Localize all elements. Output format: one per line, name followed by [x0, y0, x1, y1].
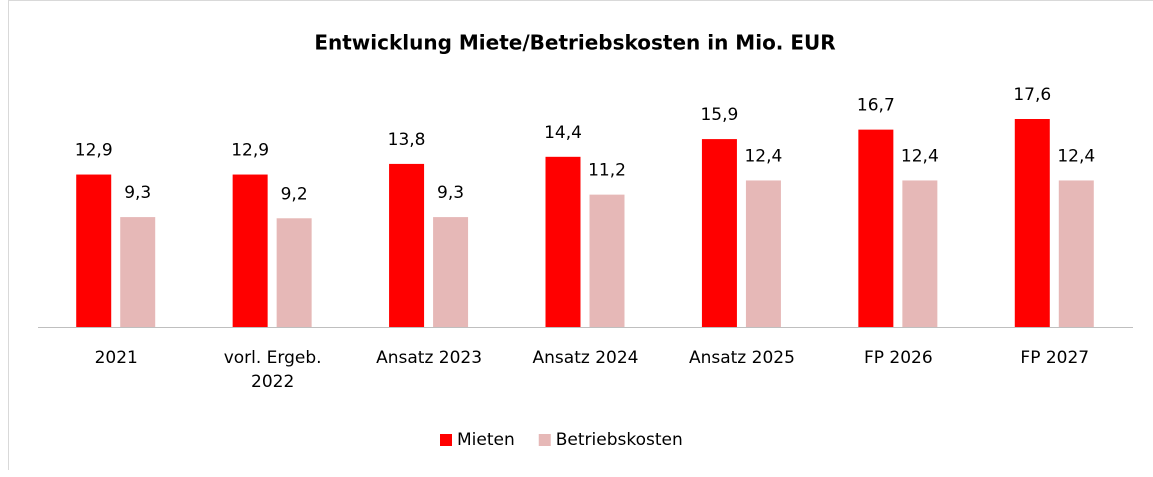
x-tick-label: FP 2027: [1020, 348, 1090, 368]
bar: [433, 217, 469, 327]
bar: [701, 139, 737, 327]
value-label: 15,9: [700, 105, 738, 125]
x-tick-label: vorl. Ergeb. 2022: [223, 348, 322, 392]
bar: [276, 218, 312, 327]
bar: [589, 194, 625, 327]
bar: [745, 180, 781, 327]
bar: [858, 129, 894, 327]
value-label: 12,9: [231, 141, 269, 161]
bar: [120, 217, 156, 327]
value-label: 9,3: [437, 183, 464, 203]
x-tick-label: Ansatz 2024: [532, 348, 639, 368]
value-label: 9,3: [124, 183, 151, 203]
value-label: 12,4: [1057, 146, 1095, 166]
value-label: 16,7: [857, 96, 895, 116]
bar: [232, 174, 268, 327]
x-tick-label: 2021: [94, 348, 138, 368]
legend-label: Betriebskosten: [556, 430, 683, 450]
bar: [1058, 180, 1094, 327]
value-label: 12,9: [75, 141, 113, 161]
value-label: 13,8: [388, 130, 426, 150]
chart-title: Entwicklung Miete/Betriebskosten in Mio.…: [314, 31, 835, 55]
bar: [902, 180, 938, 327]
legend-swatch: [538, 434, 551, 446]
x-tick-label: Ansatz 2023: [376, 348, 483, 368]
value-label: 11,2: [588, 161, 626, 181]
bar: [76, 174, 112, 327]
x-tick-label: Ansatz 2025: [688, 348, 795, 368]
value-label: 12,4: [744, 146, 782, 166]
legend-label: Mieten: [457, 430, 515, 450]
legend-swatch: [440, 434, 452, 446]
x-tick-label: FP 2026: [863, 348, 933, 368]
bar: [545, 156, 581, 327]
bar: [1014, 119, 1050, 327]
value-label: 9,2: [281, 184, 308, 204]
value-label: 12,4: [901, 146, 939, 166]
value-label: 17,6: [1013, 85, 1051, 105]
value-label: 14,4: [544, 123, 582, 143]
bar: [389, 163, 425, 327]
